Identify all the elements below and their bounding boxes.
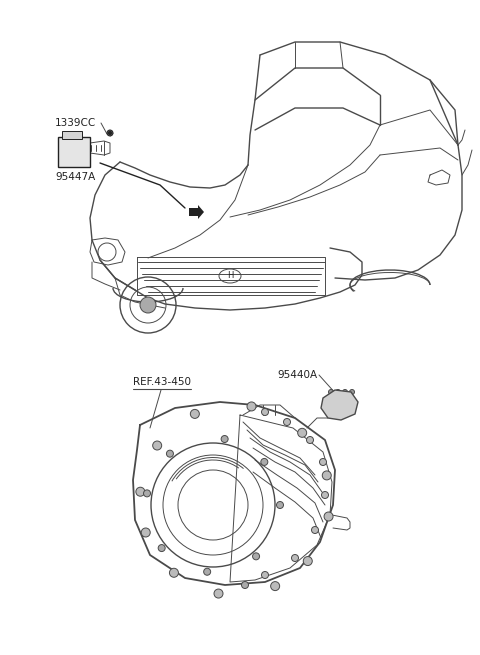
Circle shape [307,436,313,443]
Text: H: H [227,272,233,280]
Circle shape [324,512,333,521]
Text: 1339CC: 1339CC [55,118,96,128]
Circle shape [322,491,328,498]
Circle shape [349,390,355,394]
Polygon shape [189,205,204,219]
Circle shape [141,528,150,537]
Circle shape [262,572,268,578]
Circle shape [214,589,223,598]
Circle shape [108,131,112,135]
Circle shape [336,390,340,394]
Circle shape [284,419,290,426]
Circle shape [158,544,165,552]
Circle shape [262,409,268,415]
FancyBboxPatch shape [62,131,82,139]
Circle shape [261,458,268,466]
Circle shape [136,487,145,496]
Circle shape [328,390,334,394]
Circle shape [191,409,199,419]
Circle shape [107,130,113,136]
Circle shape [241,582,249,588]
Circle shape [320,458,326,466]
Circle shape [144,490,151,497]
Circle shape [204,569,211,575]
Circle shape [291,555,299,561]
Circle shape [140,297,156,313]
Circle shape [271,582,280,591]
Text: REF.43-450: REF.43-450 [133,377,191,387]
Text: 95447A: 95447A [55,172,95,182]
Circle shape [153,441,162,450]
Circle shape [169,569,179,577]
Circle shape [247,402,256,411]
Text: 95440A: 95440A [277,370,317,380]
Circle shape [303,557,312,565]
FancyBboxPatch shape [58,137,90,167]
Circle shape [343,390,348,394]
Circle shape [252,553,260,560]
Circle shape [221,436,228,443]
Polygon shape [321,390,358,420]
Circle shape [312,527,319,534]
Circle shape [276,502,284,508]
Circle shape [298,428,307,438]
Circle shape [167,450,173,457]
Circle shape [322,471,331,480]
